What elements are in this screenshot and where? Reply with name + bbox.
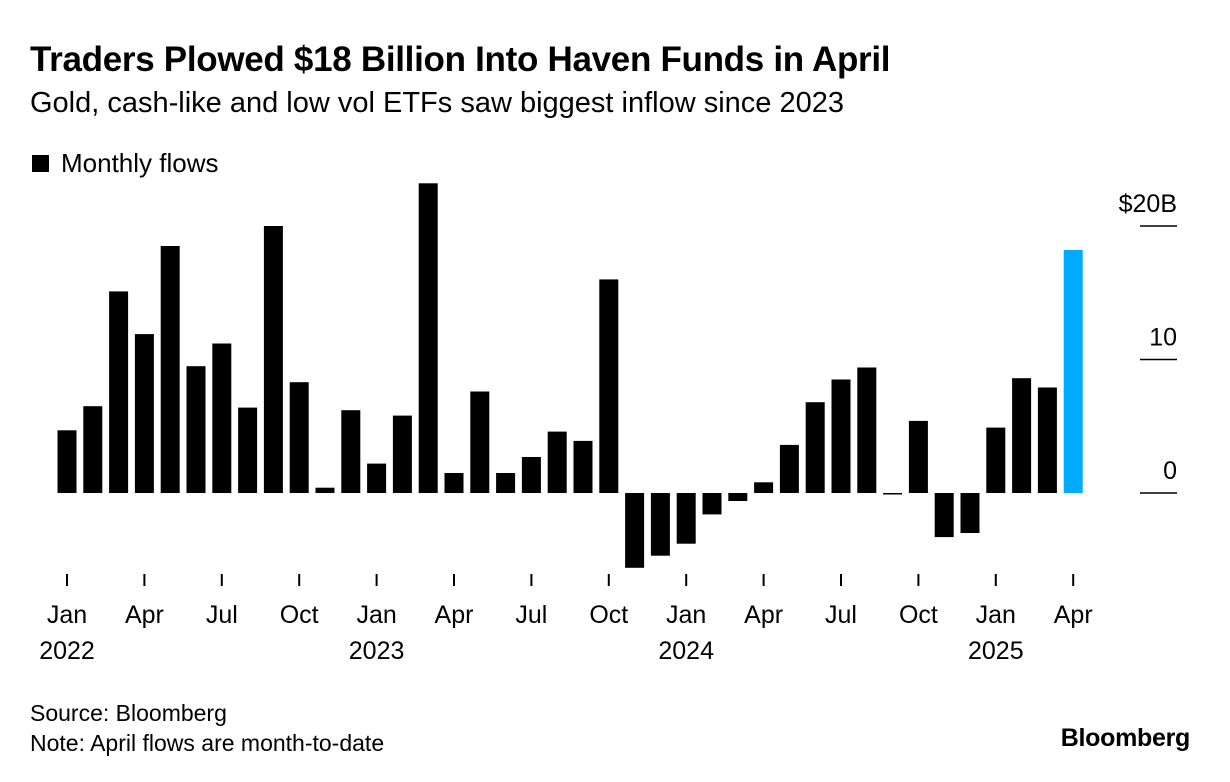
x-tick-label-2022-01: Jan: [47, 601, 87, 629]
x-year-label-2025: 2025: [968, 637, 1024, 665]
bar-2023-06: [496, 473, 516, 493]
y-tick-label-20: $20B: [1119, 190, 1177, 218]
footnote: Note: April flows are month-to-date: [30, 730, 385, 756]
bar-2022-02: [83, 406, 103, 493]
x-tick-label-2022-07: Jul: [206, 601, 238, 629]
bar-2023-07: [521, 457, 541, 493]
bar-2023-09: [573, 440, 593, 493]
legend-swatch: [32, 155, 49, 172]
bar-2024-11: [934, 493, 954, 538]
bar-2023-01: [367, 463, 387, 493]
x-year-label-2024: 2024: [658, 637, 714, 665]
bar-2024-05: [779, 444, 799, 493]
bar-2023-05: [470, 391, 490, 493]
bar-2025-04: [1063, 250, 1083, 493]
bar-2023-12: [650, 493, 670, 556]
bar-2025-01: [986, 427, 1006, 493]
bar-2022-03: [109, 291, 129, 493]
bar-2022-11: [315, 487, 335, 493]
bar-2022-09: [263, 226, 283, 493]
chart-subtitle: Gold, cash-like and low vol ETFs saw big…: [30, 87, 844, 119]
x-tick-label-2023-04: Apr: [435, 601, 474, 629]
x-tick-label-2023-10: Oct: [589, 601, 628, 629]
x-tick-label-2025-04: Apr: [1054, 601, 1093, 629]
y-tick-label-0: 0: [1163, 457, 1177, 485]
x-tick-label-2022-10: Oct: [280, 601, 319, 629]
x-tick-label-2024-10: Oct: [899, 601, 938, 629]
bar-2022-04: [134, 334, 154, 493]
bloomberg-logo: Bloomberg: [1060, 724, 1191, 752]
bar-2024-07: [831, 379, 851, 493]
bar-2023-11: [625, 493, 645, 568]
bar-2024-06: [805, 402, 825, 493]
bar-2022-12: [341, 410, 361, 493]
x-tick-label-2024-04: Apr: [744, 601, 783, 629]
bar-2022-06: [186, 366, 206, 493]
bar-2024-01: [676, 493, 696, 544]
y-tick-label-10: 10: [1149, 324, 1177, 352]
x-tick-label-2023-01: Jan: [356, 601, 396, 629]
bar-2024-12: [960, 493, 980, 533]
x-year-label-2023: 2023: [349, 637, 405, 665]
x-tick-label-2022-04: Apr: [125, 601, 164, 629]
x-tick-label-2024-01: Jan: [666, 601, 706, 629]
bar-2023-02: [392, 415, 412, 493]
bar-2024-08: [857, 367, 877, 493]
bar-2024-10: [908, 420, 928, 493]
bar-2024-02: [702, 493, 722, 515]
bar-2025-03: [1037, 387, 1057, 493]
bar-2022-05: [160, 246, 180, 493]
legend-label: Monthly flows: [61, 148, 219, 178]
bar-2022-10: [289, 382, 309, 493]
bar-2023-04: [444, 473, 464, 493]
legend: Monthly flows: [32, 148, 219, 179]
x-tick-label-2024-07: Jul: [825, 601, 857, 629]
source-note: Source: Bloomberg: [30, 700, 227, 726]
bar-2023-08: [547, 431, 567, 493]
chart-title: Traders Plowed $18 Billion Into Haven Fu…: [30, 40, 891, 79]
bar-2024-03: [728, 493, 748, 501]
x-tick-label-2023-07: Jul: [515, 601, 547, 629]
bar-2024-04: [754, 482, 774, 493]
bar-2022-08: [238, 407, 258, 493]
x-tick-label-2025-01: Jan: [976, 601, 1016, 629]
bar-2024-09: [883, 493, 903, 495]
bar-2022-07: [212, 343, 232, 493]
x-year-label-2022: 2022: [39, 637, 95, 665]
bar-2023-03: [418, 183, 438, 494]
bar-2025-02: [1012, 378, 1032, 493]
bar-2022-01: [57, 430, 77, 493]
bar-2023-10: [599, 279, 619, 493]
